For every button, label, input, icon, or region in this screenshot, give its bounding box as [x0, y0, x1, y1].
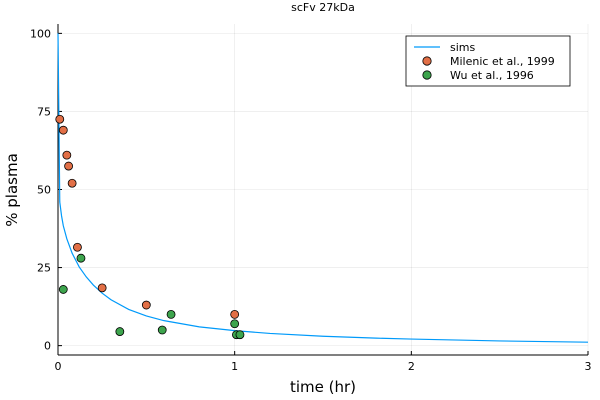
data-point: [230, 310, 240, 319]
x-tick-label: 2: [408, 360, 415, 373]
data-point: [157, 325, 167, 335]
legend-swatch-marker: [422, 70, 432, 80]
data-point: [141, 300, 151, 310]
legend-swatch-marker: [422, 56, 432, 66]
data-point: [58, 285, 68, 294]
x-axis-ticks: 0 1 2 3: [55, 351, 592, 373]
data-point: [58, 125, 68, 135]
chart-title: scFv 27kDa: [291, 1, 355, 14]
x-tick-label: 1: [231, 360, 238, 373]
series-layer: [55, 33, 589, 343]
y-tick-label: 50: [37, 184, 51, 197]
data-point: [67, 178, 77, 188]
legend-label: Milenic et al., 1999: [450, 55, 555, 68]
y-tick-label: 0: [44, 340, 51, 353]
y-axis-label: % plasma: [3, 153, 21, 227]
legend-label: sims: [450, 41, 476, 54]
data-point: [64, 161, 73, 171]
data-point: [76, 253, 86, 263]
data-point: [235, 330, 245, 340]
y-axis-ticks: 0 25 50 75 100: [30, 27, 62, 353]
x-tick-label: 3: [585, 360, 592, 373]
x-tick-label: 0: [55, 360, 62, 373]
data-point: [230, 319, 240, 329]
data-point: [73, 242, 82, 252]
data-point: [55, 114, 65, 124]
data-point: [115, 327, 125, 336]
series-line-sims: [57, 33, 589, 343]
legend-label: Wu et al., 1996: [450, 69, 534, 82]
legend-box: [405, 35, 571, 87]
data-point: [166, 310, 176, 319]
x-axis-label: time (hr): [290, 378, 356, 396]
y-tick-label: 25: [37, 262, 51, 275]
y-tick-label: 100: [30, 27, 51, 40]
y-tick-label: 75: [37, 105, 51, 118]
data-point: [62, 150, 72, 160]
data-point: [97, 283, 107, 293]
